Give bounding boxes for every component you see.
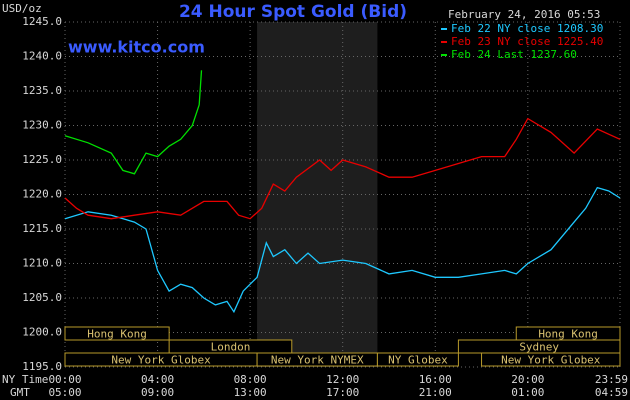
x-tick-label: 12:00 (326, 373, 359, 386)
x-tick-label: 16:00 (419, 373, 452, 386)
series-line (64, 186, 621, 314)
y-tick-label: 1205.0 (22, 291, 62, 304)
session-box (481, 352, 621, 367)
session-label: Hong Kong (538, 328, 598, 341)
legend-label: Feb 23 NY close 1225.40 (451, 35, 603, 48)
x-tick-label: 00:00 (48, 373, 81, 386)
x2-tick-label: 21:00 (419, 386, 452, 399)
session-label: New York Globex (111, 354, 211, 367)
chart-title: 24 Hour Spot Gold (Bid) (179, 2, 407, 22)
site-label: www.kitco.com (68, 38, 205, 57)
x-tick-label: 04:00 (141, 373, 174, 386)
x-tick-label: 20:00 (511, 373, 544, 386)
y-tick-label: 1195.0 (22, 360, 62, 373)
session-label: London (211, 341, 251, 354)
legend-label: Feb 24 Last 1237.60 (451, 48, 577, 61)
x-tick-label: 08:00 (234, 373, 267, 386)
series-line (64, 117, 621, 220)
y-unit: USD/oz (2, 2, 42, 15)
x2-tick-label: 09:00 (141, 386, 174, 399)
timestamp: February 24, 2016 05:53 (448, 8, 600, 21)
session-label: New York Globex (501, 354, 601, 367)
y-tick-label: 1200.0 (22, 326, 62, 339)
x-tick-label: 23:59 (595, 373, 628, 386)
x2-tick-label: 05:00 (48, 386, 81, 399)
x-row-label: NY Time (2, 373, 48, 386)
session-label: Hong Kong (87, 328, 147, 341)
legend-label: Feb 22 NY close 1208.30 (451, 22, 603, 35)
series-line (64, 70, 203, 175)
session-label: Sydney (519, 341, 559, 354)
y-tick-label: 1225.0 (22, 153, 62, 166)
y-tick-label: 1230.0 (22, 119, 62, 132)
y-tick-label: 1210.0 (22, 257, 62, 270)
y-tick-label: 1215.0 (22, 222, 62, 235)
x2-tick-label: 13:00 (234, 386, 267, 399)
x2-row-label: GMT (10, 386, 30, 399)
session-box (64, 326, 170, 341)
x2-tick-label: 17:00 (326, 386, 359, 399)
x2-tick-label: 04:59 (595, 386, 628, 399)
x2-tick-label: 01:00 (511, 386, 544, 399)
y-tick-label: 1240.0 (22, 50, 62, 63)
y-tick-label: 1245.0 (22, 15, 62, 28)
session-box (376, 352, 459, 367)
session-label: New York NYMEX (271, 354, 364, 367)
y-tick-label: 1220.0 (22, 188, 62, 201)
y-tick-label: 1235.0 (22, 84, 62, 97)
session-label: NY Globex (388, 354, 448, 367)
